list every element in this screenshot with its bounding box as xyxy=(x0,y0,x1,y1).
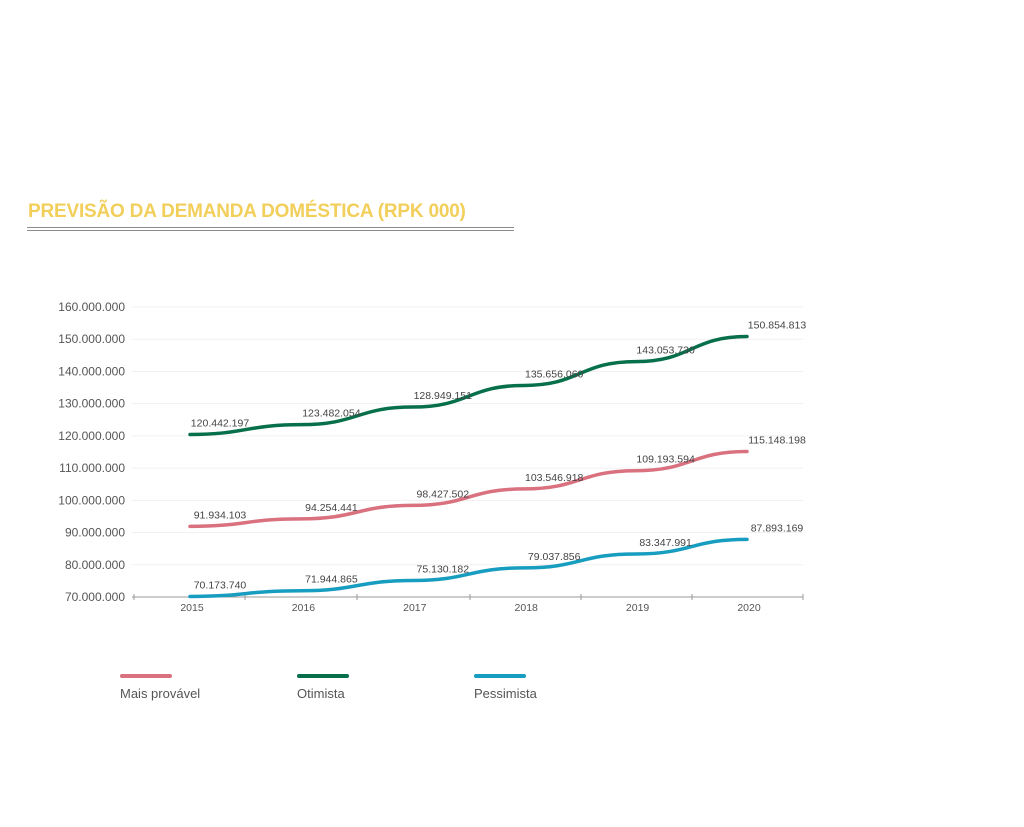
y-tick-label: 120.000.000 xyxy=(58,429,125,443)
y-tick-label: 80.000.000 xyxy=(65,558,125,572)
series-line-2 xyxy=(188,334,749,437)
chart-title: PREVISÃO DA DEMANDA DOMÉSTICA (RPK 000) xyxy=(28,201,466,222)
data-label: 120.442.197 xyxy=(191,417,250,429)
data-label: 150.854.813 xyxy=(748,319,807,331)
y-tick-label: 90.000.000 xyxy=(65,526,125,540)
data-label: 87.893.169 xyxy=(751,522,804,534)
legend-swatch xyxy=(474,674,526,678)
data-label: 91.934.103 xyxy=(194,509,247,521)
data-label: 123.482.054 xyxy=(302,408,361,420)
y-tick-label: 140.000.000 xyxy=(58,364,125,378)
data-label: 75.130.182 xyxy=(417,563,470,575)
y-tick-label: 150.000.000 xyxy=(58,332,125,346)
data-label: 94.254.441 xyxy=(305,502,358,514)
legend-label: Pessimista xyxy=(474,686,537,701)
x-tick-label: 2020 xyxy=(737,602,761,614)
legend-item: Otimista xyxy=(297,674,349,701)
legend-item: Pessimista xyxy=(474,674,537,701)
x-tick-label: 2015 xyxy=(180,602,204,614)
legend-label: Otimista xyxy=(297,686,345,701)
data-label: 143.053.730 xyxy=(636,345,695,357)
x-tick-label: 2019 xyxy=(626,602,650,614)
y-tick-label: 70.000.000 xyxy=(65,590,125,604)
y-tick-label: 160.000.000 xyxy=(58,300,125,314)
data-label: 70.173.740 xyxy=(194,579,247,591)
x-tick-label: 2018 xyxy=(515,602,539,614)
data-label: 128.949.151 xyxy=(414,390,473,402)
series-line-1 xyxy=(188,449,749,529)
data-label: 98.427.502 xyxy=(417,488,470,500)
data-label: 135.656.060 xyxy=(525,368,584,380)
legend-item: Mais provável xyxy=(120,674,200,701)
data-label: 71.944.865 xyxy=(305,574,358,586)
legend-label: Mais provável xyxy=(120,686,201,701)
data-label: 103.546.918 xyxy=(525,472,584,484)
title-underline xyxy=(27,227,514,231)
legend-swatch xyxy=(120,674,172,678)
legend-swatch xyxy=(297,674,349,678)
y-tick-label: 100.000.000 xyxy=(58,493,125,507)
y-tick-label: 130.000.000 xyxy=(58,397,125,411)
data-label: 109.193.594 xyxy=(636,454,695,466)
series-line-3 xyxy=(188,537,749,599)
data-label: 79.037.856 xyxy=(528,551,581,563)
x-tick-label: 2016 xyxy=(292,602,316,614)
data-label: 83.347.991 xyxy=(639,537,692,549)
y-tick-label: 110.000.000 xyxy=(59,461,125,475)
x-tick-label: 2017 xyxy=(403,602,427,614)
data-label: 115.148.198 xyxy=(748,435,806,447)
